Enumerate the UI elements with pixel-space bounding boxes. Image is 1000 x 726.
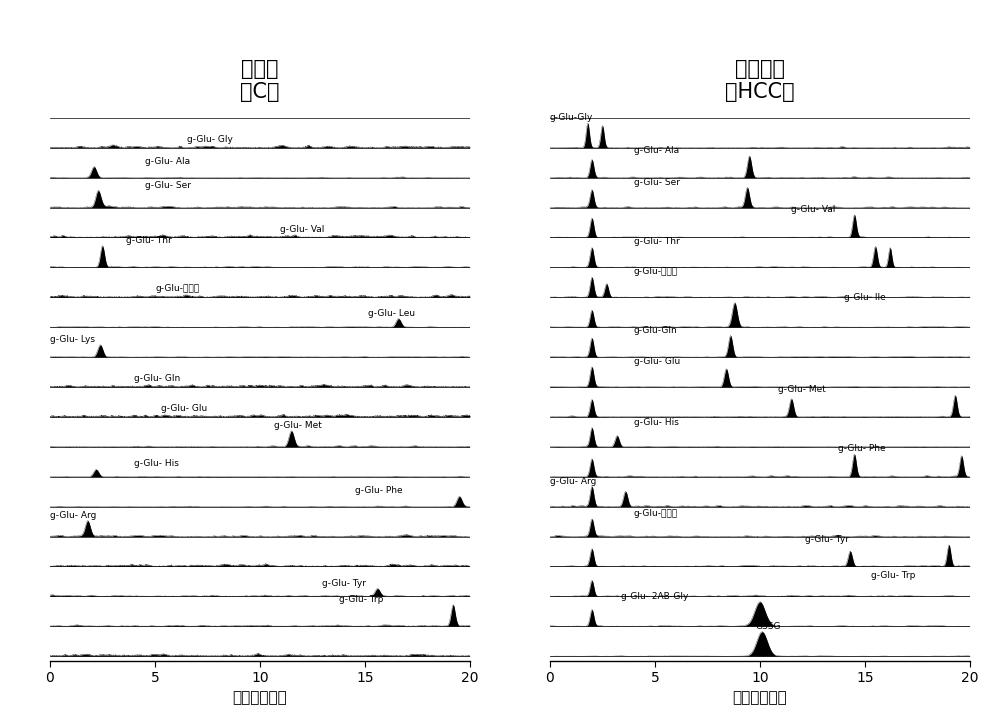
Text: g-Glu- Glu: g-Glu- Glu — [634, 357, 680, 366]
Text: g-Glu- Lys: g-Glu- Lys — [50, 335, 95, 344]
Text: g-Glu-牛磺酸: g-Glu-牛磺酸 — [155, 285, 199, 293]
Text: g-Glu- Gly: g-Glu- Gly — [187, 135, 233, 144]
Text: g-Glu- Tyr: g-Glu- Tyr — [805, 535, 849, 544]
Text: g-Glu- Met: g-Glu- Met — [274, 421, 322, 430]
Text: g-Glu- Phe: g-Glu- Phe — [355, 486, 403, 495]
Text: g-Glu- Gln: g-Glu- Gln — [134, 374, 180, 383]
Text: g-Glu- His: g-Glu- His — [134, 460, 179, 468]
Text: g-Glu- Ala: g-Glu- Ala — [145, 157, 190, 166]
Text: g-Glu- Tyr: g-Glu- Tyr — [322, 579, 366, 587]
X-axis label: 时间（分钟）: 时间（分钟） — [233, 690, 287, 706]
Title: 健康人
（C）: 健康人 （C） — [240, 59, 280, 102]
Text: g-Glu- Glu: g-Glu- Glu — [161, 404, 208, 413]
Text: g-Glu- Leu: g-Glu- Leu — [368, 309, 415, 318]
Text: g-Glu- Arg: g-Glu- Arg — [50, 510, 96, 520]
Text: g-Glu- Trp: g-Glu- Trp — [871, 571, 915, 579]
Text: GSSG: GSSG — [756, 621, 781, 631]
Text: g-Glu- Ser: g-Glu- Ser — [634, 178, 680, 187]
Title: 肝癌患者
（HCC）: 肝癌患者 （HCC） — [725, 59, 795, 102]
Text: g-Glu-Gln: g-Glu-Gln — [634, 326, 678, 335]
Text: g-Glu- Trp: g-Glu- Trp — [339, 595, 383, 604]
Text: g-Glu- Val: g-Glu- Val — [280, 224, 324, 234]
Text: g-Glu- Ile: g-Glu- Ile — [844, 293, 886, 302]
Text: g-Glu-Gly: g-Glu-Gly — [550, 113, 593, 123]
Text: g-Glu- Thr: g-Glu- Thr — [126, 236, 171, 245]
Text: g-Glu- Phe: g-Glu- Phe — [838, 444, 886, 453]
Text: g-Glu- His: g-Glu- His — [634, 417, 679, 427]
Text: g-Glu- Ser: g-Glu- Ser — [145, 181, 191, 189]
X-axis label: 时间（分钟）: 时间（分钟） — [733, 690, 787, 706]
Text: g-Glu- Thr: g-Glu- Thr — [634, 237, 680, 245]
Text: g-Glu- Ala: g-Glu- Ala — [634, 146, 679, 155]
Text: g-Glu- Val: g-Glu- Val — [791, 205, 836, 214]
Text: g-Glu-瓜氨酸: g-Glu-瓜氨酸 — [634, 509, 678, 518]
Text: g-Glu-牛磺酸: g-Glu-牛磺酸 — [634, 267, 678, 277]
Text: g-Glu- 2AB-Gly: g-Glu- 2AB-Gly — [621, 592, 689, 601]
Text: g-Glu- Met: g-Glu- Met — [778, 386, 826, 394]
Text: g-Glu- Arg: g-Glu- Arg — [550, 477, 596, 486]
